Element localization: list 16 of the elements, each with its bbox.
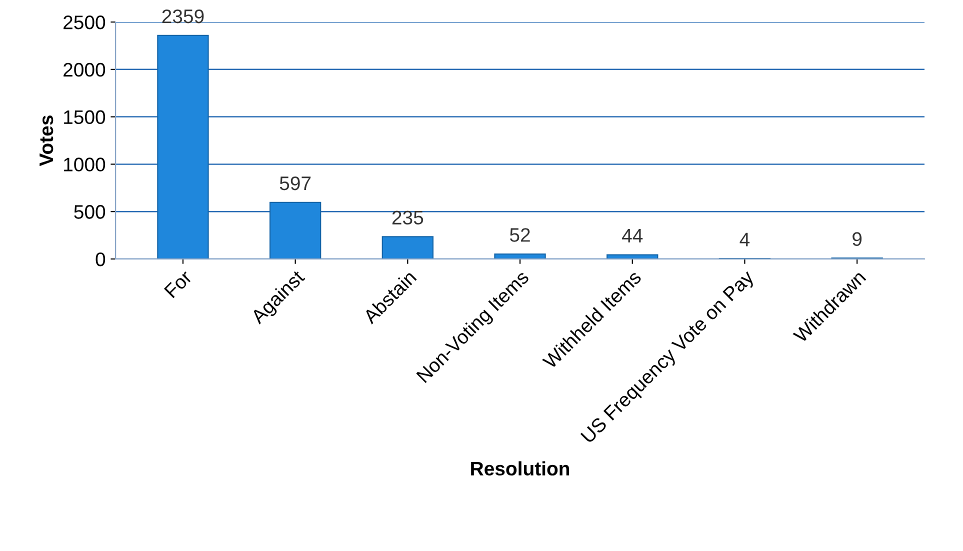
y-tick-label: 2000 [64,62,106,77]
x-tick-label: For [164,269,193,298]
data-label: 4 [740,232,750,246]
data-label: 52 [510,228,530,242]
data-label: 44 [622,229,643,242]
data-label: 235 [392,210,424,225]
y-tick-label: 1000 [64,158,106,172]
data-label: 9 [852,232,862,246]
y-axis-title: Votes [40,116,54,166]
data-label: 2359 [162,9,204,24]
y-tick-label: 1500 [64,110,106,124]
x-axis-title: Resolution [471,461,570,476]
data-label: 597 [280,176,311,190]
y-tick-label: 0 [96,252,106,266]
y-tick-label: 500 [74,205,106,219]
y-tick-label: 2500 [64,16,106,30]
